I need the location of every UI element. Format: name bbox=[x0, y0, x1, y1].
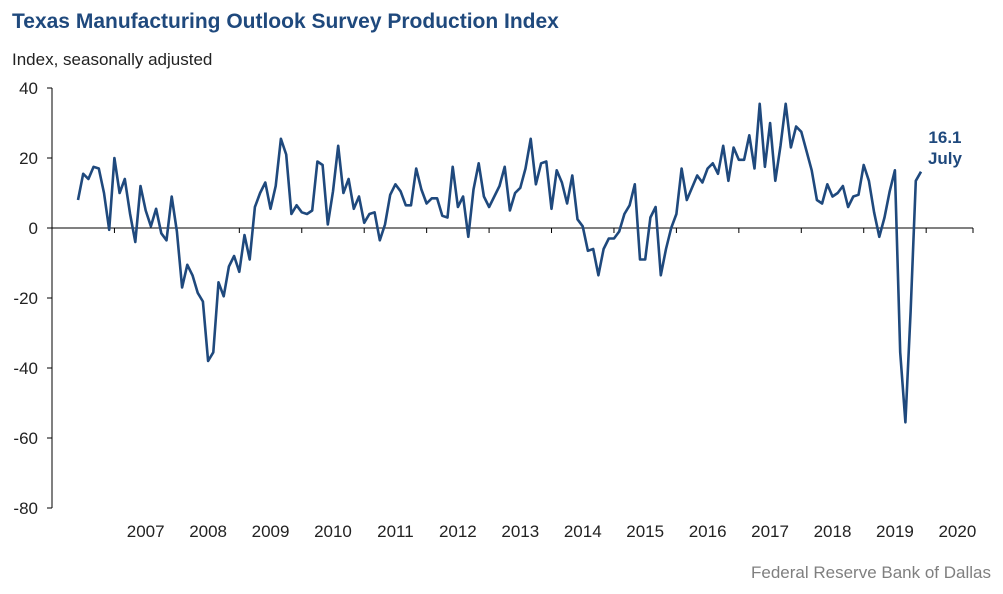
x-tick-label: 2010 bbox=[314, 522, 352, 541]
x-tick-label: 2009 bbox=[252, 522, 290, 541]
source-note: Federal Reserve Bank of Dallas bbox=[750, 563, 991, 582]
x-tick-label: 2011 bbox=[377, 522, 414, 541]
last-month-label: July bbox=[928, 149, 963, 168]
x-tick-label: 2018 bbox=[814, 522, 852, 541]
x-tick-label: 2014 bbox=[564, 522, 602, 541]
y-tick-label: 40 bbox=[19, 79, 38, 98]
last-value-label: 16.1 bbox=[928, 128, 961, 147]
x-tick-label: 2013 bbox=[501, 522, 539, 541]
x-tick-label: 2020 bbox=[938, 522, 976, 541]
y-tick-label: -20 bbox=[13, 289, 38, 308]
chart-subtitle: Index, seasonally adjusted bbox=[12, 50, 213, 69]
x-tick-label: 2019 bbox=[876, 522, 914, 541]
x-tick-label: 2016 bbox=[689, 522, 727, 541]
chart-title: Texas Manufacturing Outlook Survey Produ… bbox=[12, 10, 559, 33]
x-tick-label: 2008 bbox=[189, 522, 227, 541]
y-tick-label: -40 bbox=[13, 359, 38, 378]
y-tick-label: 20 bbox=[19, 149, 38, 168]
x-tick-label: 2017 bbox=[751, 522, 789, 541]
y-tick-label: -80 bbox=[13, 499, 38, 518]
x-tick-label: 2015 bbox=[626, 522, 664, 541]
x-tick-label: 2012 bbox=[439, 522, 477, 541]
y-tick-label: -60 bbox=[13, 429, 38, 448]
x-tick-label: 2007 bbox=[127, 522, 165, 541]
y-tick-label: 0 bbox=[29, 219, 38, 238]
series-line bbox=[76, 102, 923, 424]
